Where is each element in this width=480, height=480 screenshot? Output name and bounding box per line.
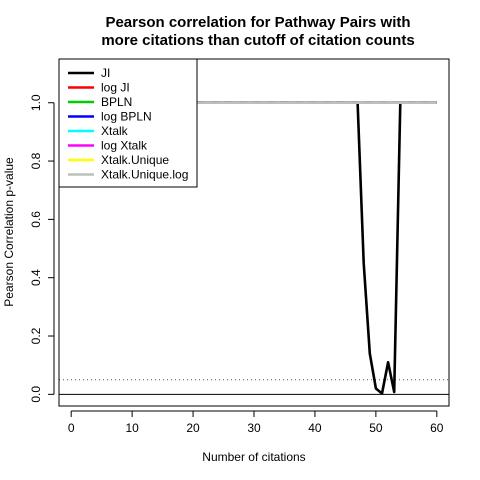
plot-frame <box>58 58 450 407</box>
x-tick-label: 20 <box>186 421 200 435</box>
x-axis: 0 10 20 30 40 50 60 <box>68 410 444 435</box>
legend-label-2: BPLN <box>101 95 132 109</box>
x-tick-label: 0 <box>68 421 75 435</box>
x-tick-label: 10 <box>125 421 139 435</box>
y-tick-label: 0.4 <box>29 269 43 286</box>
y-axis-label: Pearson Correlation p-value <box>2 157 16 307</box>
legend-label-6: Xtalk.Unique <box>101 153 169 167</box>
y-tick-label: 1.0 <box>29 94 43 111</box>
x-tick-label: 50 <box>369 421 383 435</box>
y-tick-label: 0.8 <box>29 152 43 169</box>
plot-area <box>59 101 449 395</box>
legend-label-5: log Xtalk <box>101 139 148 153</box>
x-tick-label: 30 <box>247 421 261 435</box>
legend-label-0: JI <box>101 66 110 80</box>
y-tick-label: 0.0 <box>29 386 43 403</box>
legend-label-7: Xtalk.Unique.log <box>101 168 188 182</box>
x-tick-label: 60 <box>430 421 444 435</box>
y-tick-label: 0.6 <box>29 211 43 228</box>
legend-label-3: log BPLN <box>101 110 152 124</box>
y-tick-label: 0.2 <box>29 327 43 344</box>
legend-box <box>58 58 198 188</box>
legend-label-1: log JI <box>101 81 130 95</box>
legend-label-4: Xtalk <box>101 124 129 138</box>
chart-title-line-1: Pearson correlation for Pathway Pairs wi… <box>105 14 410 31</box>
x-tick-label: 40 <box>308 421 322 435</box>
y-axis: 0.0 0.2 0.4 0.6 0.8 1.0 <box>29 94 55 403</box>
chart-title-line-2: more citations than cutoff of citation c… <box>101 32 414 49</box>
x-axis-label: Number of citations <box>202 450 305 464</box>
